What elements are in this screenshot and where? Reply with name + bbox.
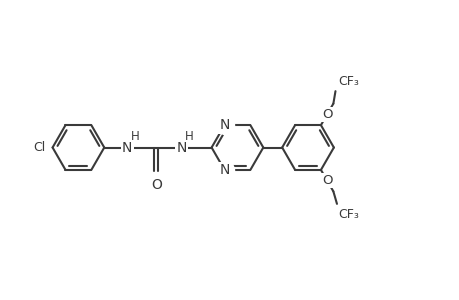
Text: H: H [130, 130, 139, 143]
Text: N: N [176, 140, 186, 154]
Text: O: O [151, 178, 162, 192]
Text: Cl: Cl [34, 141, 45, 154]
Text: CF₃: CF₃ [338, 75, 358, 88]
Text: H: H [185, 130, 194, 143]
Text: N: N [122, 140, 132, 154]
Text: N: N [219, 118, 229, 132]
Text: O: O [321, 108, 332, 121]
Text: CF₃: CF₃ [337, 208, 358, 221]
Text: O: O [321, 174, 332, 187]
Text: N: N [219, 163, 229, 177]
